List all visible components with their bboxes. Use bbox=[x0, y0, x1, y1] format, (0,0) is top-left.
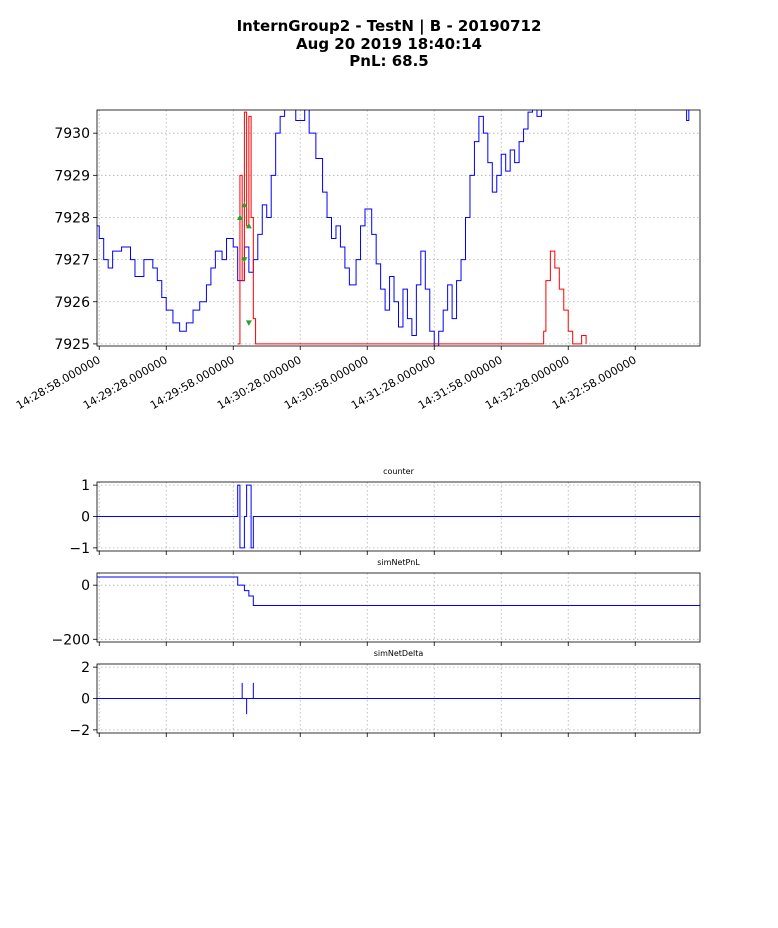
y-tick-label: 1 bbox=[81, 478, 90, 494]
trade-marker-up bbox=[245, 222, 252, 229]
subplot-title: counter bbox=[383, 467, 414, 476]
chart-panel-simNetPnL: 0 −200 simNetPnL bbox=[52, 558, 701, 648]
trade-marker-down bbox=[245, 320, 252, 326]
y-tick-label: 7927 bbox=[54, 253, 90, 269]
chart-title-line-3: PnL: 68.5 bbox=[349, 52, 429, 70]
y-tick-label: 7926 bbox=[54, 295, 90, 311]
trade-marker-down bbox=[241, 257, 248, 263]
data-series-price-0 bbox=[97, 110, 690, 346]
trade-marker-up bbox=[241, 201, 248, 208]
y-tick-label: −1 bbox=[69, 541, 90, 557]
axes-frame bbox=[96, 109, 701, 347]
y-tick-label: 7930 bbox=[54, 126, 90, 142]
chart-title-line-1: InternGroup2 - TestN | B - 20190712 bbox=[236, 17, 542, 35]
y-tick-label: 0 bbox=[81, 510, 90, 526]
y-tick-label: 7929 bbox=[54, 168, 90, 184]
trade-marker-up bbox=[236, 214, 243, 220]
y-tick-label: 2 bbox=[81, 660, 90, 676]
subplot-title: simNetDelta bbox=[374, 649, 424, 658]
y-tick-label: 0 bbox=[81, 578, 90, 594]
data-series-simNetDelta-0 bbox=[97, 682, 700, 715]
data-series-counter-0 bbox=[97, 484, 700, 549]
chart-title-line-2: Aug 20 2019 18:40:14 bbox=[296, 35, 482, 53]
axes-frame bbox=[96, 572, 701, 643]
y-tick-label: −200 bbox=[52, 632, 90, 648]
chart-panel-counter: 1 0 −1 counter bbox=[69, 467, 701, 557]
subplot-title: simNetPnL bbox=[377, 558, 420, 567]
y-tick-label: 0 bbox=[81, 692, 90, 708]
data-series-price-1 bbox=[237, 111, 587, 345]
chart-panel-price: 79257926792779287929793014:28:58.0000001… bbox=[14, 109, 701, 412]
chart-panel-simNetDelta: 2 0 −2 simNetDelta bbox=[69, 649, 701, 739]
y-tick-label: 7925 bbox=[54, 337, 90, 353]
y-tick-label: −2 bbox=[69, 723, 90, 739]
y-tick-label: 7928 bbox=[54, 210, 90, 226]
data-series-simNetPnL-0 bbox=[97, 576, 700, 606]
